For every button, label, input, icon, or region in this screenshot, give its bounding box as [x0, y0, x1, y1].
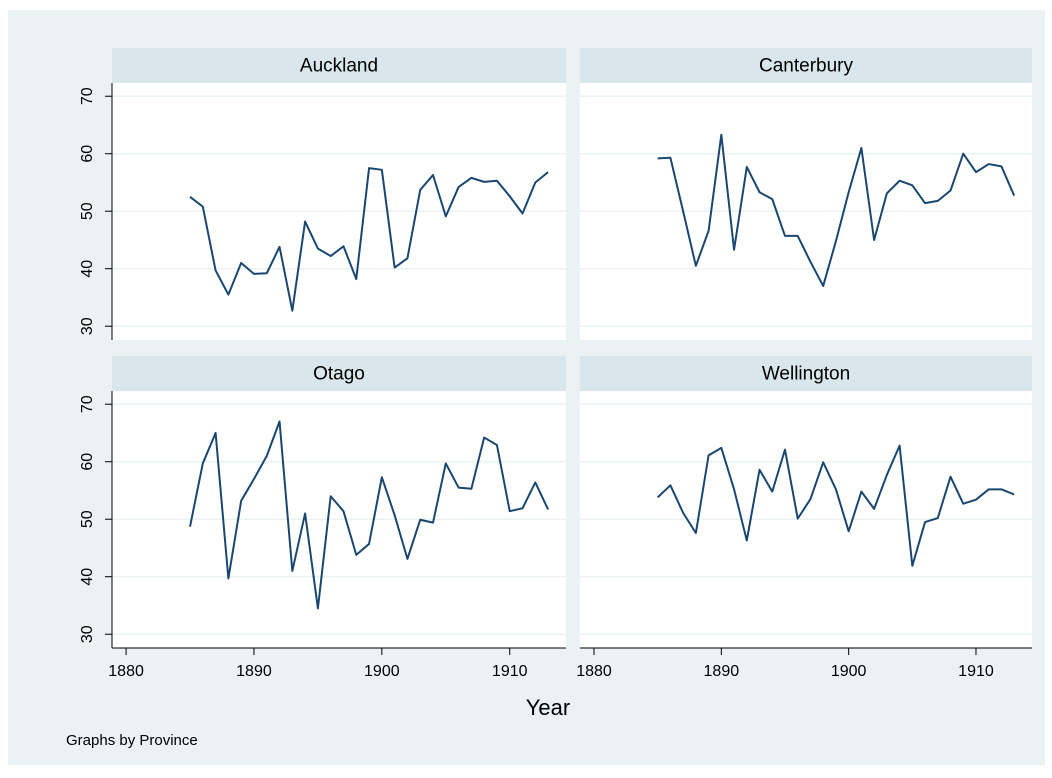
x-axis-title: Year: [526, 695, 570, 720]
series-line: [657, 133, 1016, 287]
x-tick-label: 1880: [576, 663, 612, 680]
y-tick-label: 40: [79, 260, 96, 278]
series-line: [189, 420, 549, 610]
x-tick-label: 1900: [364, 663, 400, 680]
note: Graphs by Province: [66, 732, 198, 749]
x-tick-label: 1880: [108, 663, 144, 680]
y-tick-label: 30: [79, 317, 96, 335]
y-tick-label: 60: [79, 453, 96, 471]
y-tick-label: 60: [79, 145, 96, 163]
y-tick-label: 30: [79, 625, 96, 643]
panel-title: Auckland: [300, 56, 378, 77]
panel-header: [112, 48, 566, 83]
x-tick-label: 1900: [831, 663, 867, 680]
series-line: [189, 167, 549, 312]
y-tick-label: 50: [79, 202, 96, 220]
y-tick-label: 40: [79, 568, 96, 586]
x-tick-label: 1910: [958, 663, 994, 680]
panel-header: [112, 356, 566, 391]
panel-title: Otago: [313, 364, 365, 385]
x-tick-label: 1890: [236, 663, 272, 680]
panel-title: Wellington: [762, 364, 850, 385]
y-tick-label: 50: [79, 510, 96, 528]
y-tick-label: 70: [79, 395, 96, 413]
panel-header: [580, 48, 1032, 83]
panel-title: Canterbury: [759, 56, 853, 77]
panel-header: [580, 356, 1032, 391]
x-tick-label: 1890: [704, 663, 740, 680]
x-tick-label: 1910: [492, 663, 528, 680]
series-line: [656, 444, 1015, 567]
y-tick-label: 70: [79, 87, 96, 105]
